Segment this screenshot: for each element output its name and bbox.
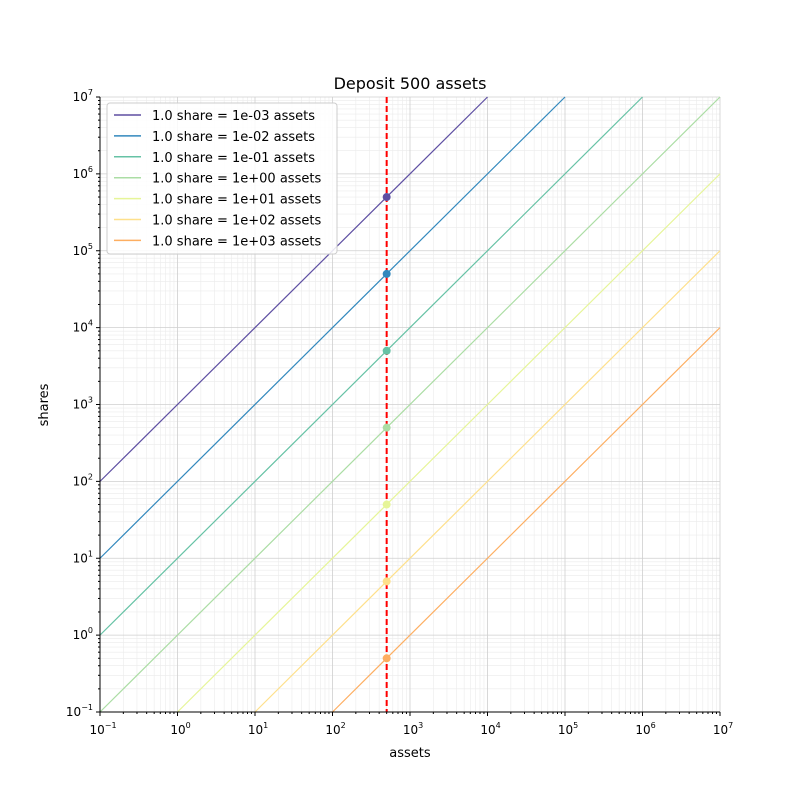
data-point-0: [382, 193, 391, 202]
y-axis-label: shares: [37, 383, 52, 426]
series-line-6: [332, 327, 721, 713]
y-tick-label: 102: [73, 472, 93, 488]
x-tick-label: 102: [325, 721, 345, 737]
x-tick-label: 104: [480, 721, 500, 737]
series-line-3: [99, 96, 721, 713]
legend-label-1: 1.0 share = 1e-02 assets: [152, 130, 315, 145]
data-point-2: [382, 346, 391, 355]
x-axis-label: assets: [389, 746, 431, 761]
x-tick-label: 100: [170, 721, 190, 737]
legend-label-0: 1.0 share = 1e-03 assets: [152, 109, 315, 124]
series-line-4: [177, 173, 721, 713]
y-tick-label: 104: [73, 319, 93, 335]
y-tick-label: 107: [73, 88, 93, 104]
y-tick-label: 106: [73, 165, 93, 181]
data-point-3: [382, 423, 391, 432]
legend: 1.0 share = 1e-03 assets 1.0 share = 1e-0…: [106, 102, 338, 255]
legend-label-4: 1.0 share = 1e+01 assets: [152, 193, 321, 208]
legend-label-5: 1.0 share = 1e+02 assets: [152, 214, 321, 229]
data-point-4: [382, 500, 391, 509]
x-tick-label: 107: [713, 721, 733, 737]
data-point-6: [382, 654, 391, 663]
x-tick-label: 106: [635, 721, 655, 737]
legend-label-6: 1.0 share = 1e+03 assets: [152, 234, 321, 249]
series-line-2: [99, 96, 643, 636]
y-tick-label: 10−1: [66, 703, 93, 719]
series-line-0: [99, 96, 488, 482]
legend-box: [106, 102, 338, 255]
x-tick-label: 10−1: [89, 721, 116, 737]
y-tick-label: 101: [73, 549, 93, 565]
y-tick-label: 105: [73, 242, 93, 258]
x-tick-label: 103: [403, 721, 423, 737]
legend-label-3: 1.0 share = 1e+00 assets: [152, 172, 321, 187]
y-tick-label: 103: [73, 396, 93, 412]
legend-label-2: 1.0 share = 1e-01 assets: [152, 151, 315, 166]
data-point-5: [382, 577, 391, 586]
series-line-1: [99, 96, 566, 559]
y-tick-label: 100: [73, 626, 93, 642]
data-point-1: [382, 269, 391, 278]
series-line-5: [254, 250, 721, 713]
chart-title: Deposit 500 assets: [334, 74, 487, 93]
x-tick-label: 105: [558, 721, 578, 737]
x-tick-label: 101: [248, 721, 268, 737]
